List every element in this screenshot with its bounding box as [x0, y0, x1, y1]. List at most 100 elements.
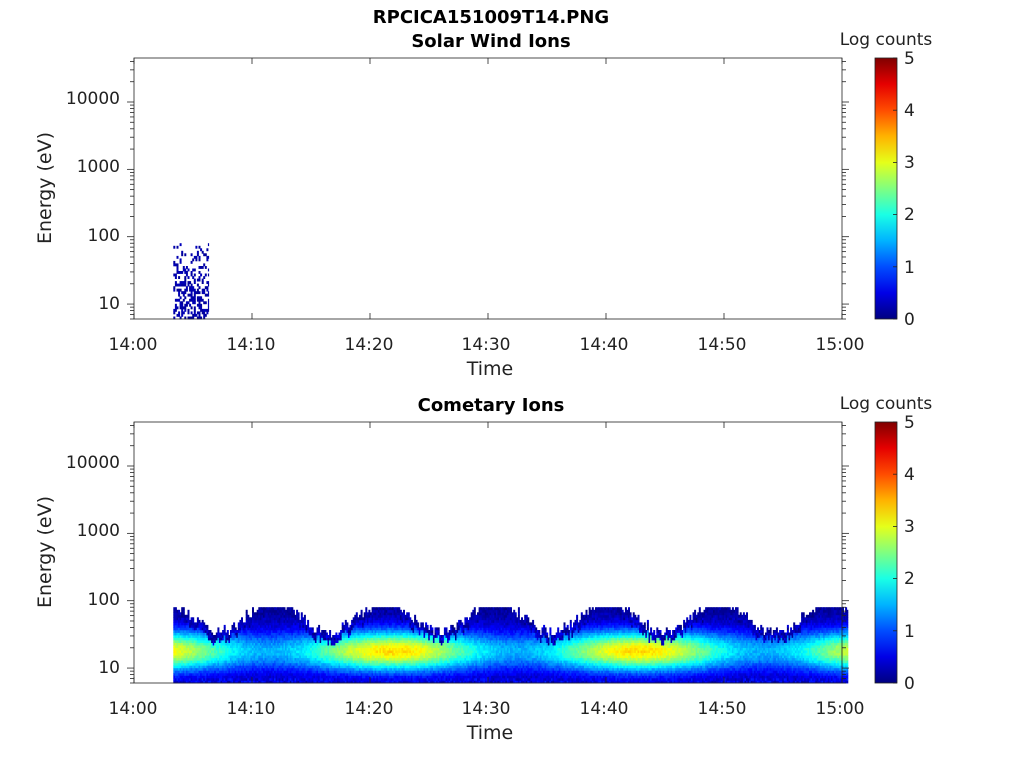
heatmap-cell — [252, 635, 254, 638]
heatmap-cell — [418, 635, 421, 638]
heatmap-cell — [174, 306, 177, 310]
heatmap-cell — [300, 667, 303, 671]
heatmap-cell — [231, 667, 234, 671]
heatmap-cell — [414, 652, 417, 656]
heatmap-cell — [450, 624, 453, 628]
heatmap-cell — [377, 607, 380, 611]
heatmap-cell — [436, 652, 439, 656]
heatmap-cell — [359, 647, 361, 651]
heatmap-cell — [303, 640, 306, 643]
heatmap-cell — [174, 624, 177, 628]
heatmap-cell — [366, 612, 369, 616]
heatmap-cell — [193, 288, 196, 292]
heatmap-cell — [237, 630, 240, 633]
heatmap-cell — [296, 662, 299, 666]
heatmap-cell — [244, 642, 247, 646]
heatmap-cell — [200, 665, 203, 669]
heatmap-cell — [437, 650, 440, 654]
heatmap-cell — [212, 662, 215, 666]
heatmap-cell — [314, 635, 317, 638]
heatmap-cell — [382, 624, 385, 628]
heatmap-cell — [426, 637, 429, 641]
heatmap-cell — [239, 642, 242, 646]
heatmap-cell — [431, 630, 434, 633]
heatmap-cell — [281, 662, 284, 666]
heatmap-cell — [307, 655, 310, 659]
heatmap-cell — [236, 637, 239, 641]
heatmap-cell — [420, 632, 423, 636]
heatmap-cell — [291, 655, 294, 659]
heatmap-cell — [368, 660, 371, 664]
heatmap-cell — [297, 657, 300, 661]
heatmap-cell — [179, 670, 182, 674]
heatmap-cell — [426, 652, 429, 656]
heatmap-cell — [307, 632, 310, 636]
heatmap-cell — [294, 672, 297, 676]
heatmap-cell — [450, 680, 453, 684]
heatmap-cell — [393, 619, 396, 623]
heatmap-cell — [377, 622, 380, 626]
heatmap-cell — [274, 622, 276, 626]
heatmap-cell — [404, 677, 407, 681]
heatmap-cell — [376, 680, 379, 684]
heatmap-cell — [277, 627, 280, 631]
heatmap-cell — [269, 612, 272, 616]
heatmap-cell — [181, 670, 184, 674]
heatmap-cell — [233, 630, 236, 633]
heatmap-cell — [365, 645, 368, 648]
heatmap-cell — [376, 662, 379, 666]
heatmap-cell — [203, 637, 206, 641]
heatmap-cell — [421, 630, 424, 633]
heatmap-cell — [404, 645, 407, 648]
heatmap-cell — [401, 614, 404, 618]
heatmap-cell — [277, 655, 280, 659]
heatmap-cell — [285, 637, 287, 641]
heatmap-cell — [278, 675, 281, 679]
heatmap-cell — [376, 655, 379, 659]
heatmap-cell — [455, 645, 457, 648]
heatmap-cell — [283, 670, 286, 674]
heatmap-cell — [425, 630, 428, 633]
heatmap-cell — [204, 650, 207, 654]
heatmap-cell — [247, 632, 250, 636]
heatmap-cell — [286, 617, 289, 621]
heatmap-cell — [174, 303, 177, 307]
heatmap-cell — [385, 640, 388, 643]
panel2-cbtick: 5 — [904, 413, 915, 433]
heatmap-cell — [390, 667, 393, 671]
heatmap-cell — [270, 645, 273, 648]
heatmap-cell — [223, 665, 226, 669]
heatmap-cell — [388, 660, 391, 664]
heatmap-cell — [280, 627, 283, 631]
heatmap-cell — [192, 662, 195, 666]
heatmap-cell — [355, 657, 358, 661]
heatmap-cell — [318, 655, 321, 659]
heatmap-cell — [299, 640, 302, 643]
heatmap-cell — [176, 660, 179, 664]
heatmap-cell — [179, 316, 182, 320]
heatmap-cell — [451, 627, 454, 631]
heatmap-cell — [176, 283, 179, 287]
heatmap-cell — [292, 670, 295, 674]
heatmap-cell — [318, 680, 321, 684]
heatmap-cell — [253, 677, 256, 681]
heatmap-cell — [176, 642, 179, 646]
heatmap-cell — [376, 665, 379, 669]
heatmap-cell — [368, 677, 371, 681]
heatmap-cell — [311, 655, 314, 659]
heatmap-cell — [261, 624, 264, 628]
heatmap-cell — [174, 263, 177, 267]
heatmap-cell — [203, 667, 206, 671]
heatmap-cell — [198, 291, 201, 295]
heatmap-cell — [239, 635, 242, 638]
heatmap-cell — [248, 640, 251, 643]
heatmap-cell — [371, 635, 374, 638]
heatmap-cell — [340, 665, 343, 669]
heatmap-cell — [398, 632, 401, 636]
heatmap-cell — [250, 662, 253, 666]
heatmap-cell — [283, 622, 286, 626]
heatmap-cell — [376, 650, 379, 654]
heatmap-cell — [231, 652, 234, 656]
heatmap-cell — [230, 635, 232, 638]
heatmap-cell — [359, 677, 361, 681]
